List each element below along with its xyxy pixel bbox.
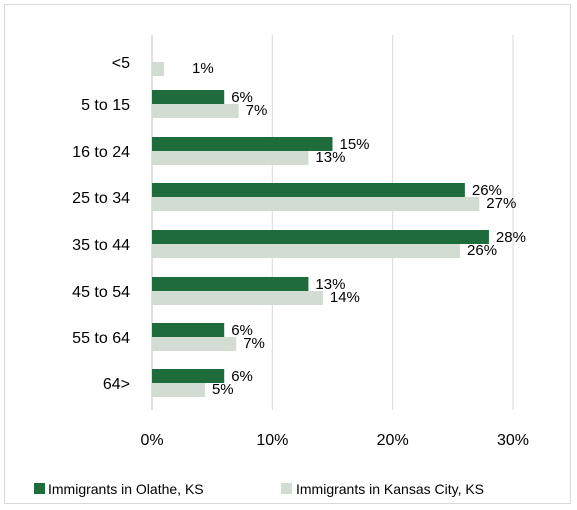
- data-label: 7%: [243, 335, 265, 352]
- bar-kansas-city: [152, 104, 239, 118]
- data-label: 14%: [330, 289, 360, 306]
- data-label: 5%: [212, 381, 234, 398]
- category-label: <5: [112, 55, 130, 72]
- data-label: 13%: [315, 149, 345, 166]
- data-label: 28%: [496, 229, 526, 246]
- category-label: 45 to 54: [72, 284, 130, 301]
- data-label: 6%: [231, 368, 253, 385]
- data-label: 6%: [231, 322, 253, 339]
- x-tick-label: 30%: [497, 432, 529, 449]
- data-label: 1%: [192, 60, 214, 77]
- bar-olathe: [152, 277, 309, 291]
- x-tick-label: 0%: [140, 432, 163, 449]
- x-tick-label: 20%: [377, 432, 409, 449]
- bar-kansas-city: [152, 151, 309, 165]
- data-label: 6%: [231, 89, 253, 106]
- bar-kansas-city: [152, 197, 480, 211]
- data-label: 26%: [472, 182, 502, 199]
- legend-swatch-kansas-city: [281, 483, 292, 494]
- bar-olathe: [152, 183, 465, 197]
- bar-kansas-city: [152, 62, 165, 76]
- category-label: 25 to 34: [72, 190, 130, 207]
- category-label: 5 to 15: [81, 97, 130, 114]
- legend-label-olathe: Immigrants in Olathe, KS: [48, 481, 204, 497]
- category-label: 55 to 64: [72, 330, 130, 347]
- category-label: 16 to 24: [72, 144, 130, 161]
- bar-kansas-city: [152, 337, 237, 351]
- bar-kansas-city: [152, 291, 323, 305]
- bar-kansas-city: [152, 244, 461, 258]
- x-tick-label: 10%: [256, 432, 288, 449]
- bar-olathe: [152, 230, 489, 244]
- legend-label-kansas-city: Immigrants in Kansas City, KS: [296, 481, 484, 497]
- category-label: 35 to 44: [72, 237, 130, 254]
- data-label: 13%: [315, 276, 345, 293]
- bar-olathe: [152, 369, 225, 383]
- bar-kansas-city: [152, 383, 205, 397]
- data-label: 27%: [486, 195, 516, 212]
- data-label: 7%: [246, 102, 268, 119]
- data-label: 26%: [467, 242, 497, 259]
- bar-olathe: [152, 323, 225, 337]
- legend-swatch-olathe: [34, 483, 45, 494]
- bar-olathe: [152, 90, 225, 104]
- data-label: 15%: [340, 136, 370, 153]
- category-label: 64>: [103, 376, 130, 393]
- bar-olathe: [152, 137, 333, 151]
